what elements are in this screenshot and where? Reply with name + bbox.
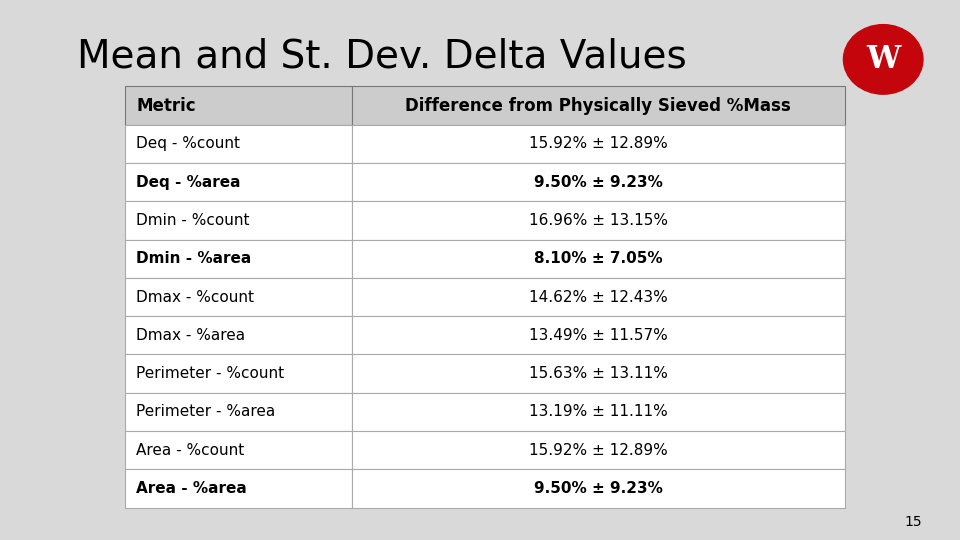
Bar xyxy=(351,354,845,393)
Bar xyxy=(351,393,845,431)
Bar xyxy=(125,278,351,316)
Text: Deq - %area: Deq - %area xyxy=(136,174,241,190)
Bar xyxy=(125,86,351,125)
Bar xyxy=(125,469,351,508)
Bar xyxy=(125,163,351,201)
Text: Dmax - %count: Dmax - %count xyxy=(136,289,254,305)
Text: 9.50% ± 9.23%: 9.50% ± 9.23% xyxy=(534,174,662,190)
Text: Dmax - %area: Dmax - %area xyxy=(136,328,246,343)
Bar xyxy=(351,278,845,316)
Bar xyxy=(125,431,351,469)
Text: 15.92% ± 12.89%: 15.92% ± 12.89% xyxy=(529,443,667,458)
Text: Area - %area: Area - %area xyxy=(136,481,247,496)
Text: Perimeter - %count: Perimeter - %count xyxy=(136,366,284,381)
Text: Area - %count: Area - %count xyxy=(136,443,245,458)
Bar xyxy=(125,354,351,393)
Text: 13.49% ± 11.57%: 13.49% ± 11.57% xyxy=(529,328,667,343)
Bar xyxy=(351,125,845,163)
Text: 8.10% ± 7.05%: 8.10% ± 7.05% xyxy=(534,251,662,266)
Bar xyxy=(125,316,351,354)
Text: Perimeter - %area: Perimeter - %area xyxy=(136,404,276,420)
Text: Dmin - %count: Dmin - %count xyxy=(136,213,250,228)
Text: 15.92% ± 12.89%: 15.92% ± 12.89% xyxy=(529,136,667,151)
Bar xyxy=(351,201,845,240)
Text: Deq - %count: Deq - %count xyxy=(136,136,240,151)
Text: Metric: Metric xyxy=(136,97,196,114)
Bar xyxy=(351,316,845,354)
Bar xyxy=(351,431,845,469)
Bar xyxy=(125,240,351,278)
Circle shape xyxy=(844,25,923,94)
Text: Mean and St. Dev. Delta Values: Mean and St. Dev. Delta Values xyxy=(77,38,686,76)
Text: 15.63% ± 13.11%: 15.63% ± 13.11% xyxy=(529,366,667,381)
Text: W: W xyxy=(866,44,900,75)
Text: 14.62% ± 12.43%: 14.62% ± 12.43% xyxy=(529,289,667,305)
Text: Difference from Physically Sieved %Mass: Difference from Physically Sieved %Mass xyxy=(405,97,791,114)
Bar xyxy=(351,163,845,201)
Text: Dmin - %area: Dmin - %area xyxy=(136,251,252,266)
Bar xyxy=(125,125,351,163)
Text: 13.19% ± 11.11%: 13.19% ± 11.11% xyxy=(529,404,667,420)
Bar xyxy=(125,393,351,431)
Bar xyxy=(125,201,351,240)
Bar xyxy=(351,86,845,125)
Bar xyxy=(351,240,845,278)
Text: 15: 15 xyxy=(904,515,922,529)
Text: 16.96% ± 13.15%: 16.96% ± 13.15% xyxy=(529,213,668,228)
Bar xyxy=(351,469,845,508)
Text: 9.50% ± 9.23%: 9.50% ± 9.23% xyxy=(534,481,662,496)
